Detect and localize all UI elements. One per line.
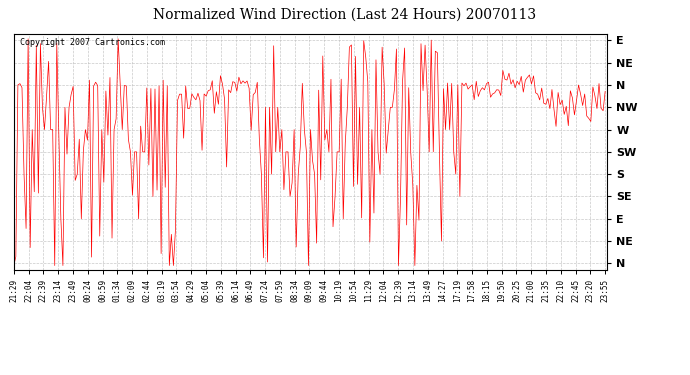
Text: Copyright 2007 Cartronics.com: Copyright 2007 Cartronics.com xyxy=(20,39,165,48)
Text: Normalized Wind Direction (Last 24 Hours) 20070113: Normalized Wind Direction (Last 24 Hours… xyxy=(153,8,537,21)
